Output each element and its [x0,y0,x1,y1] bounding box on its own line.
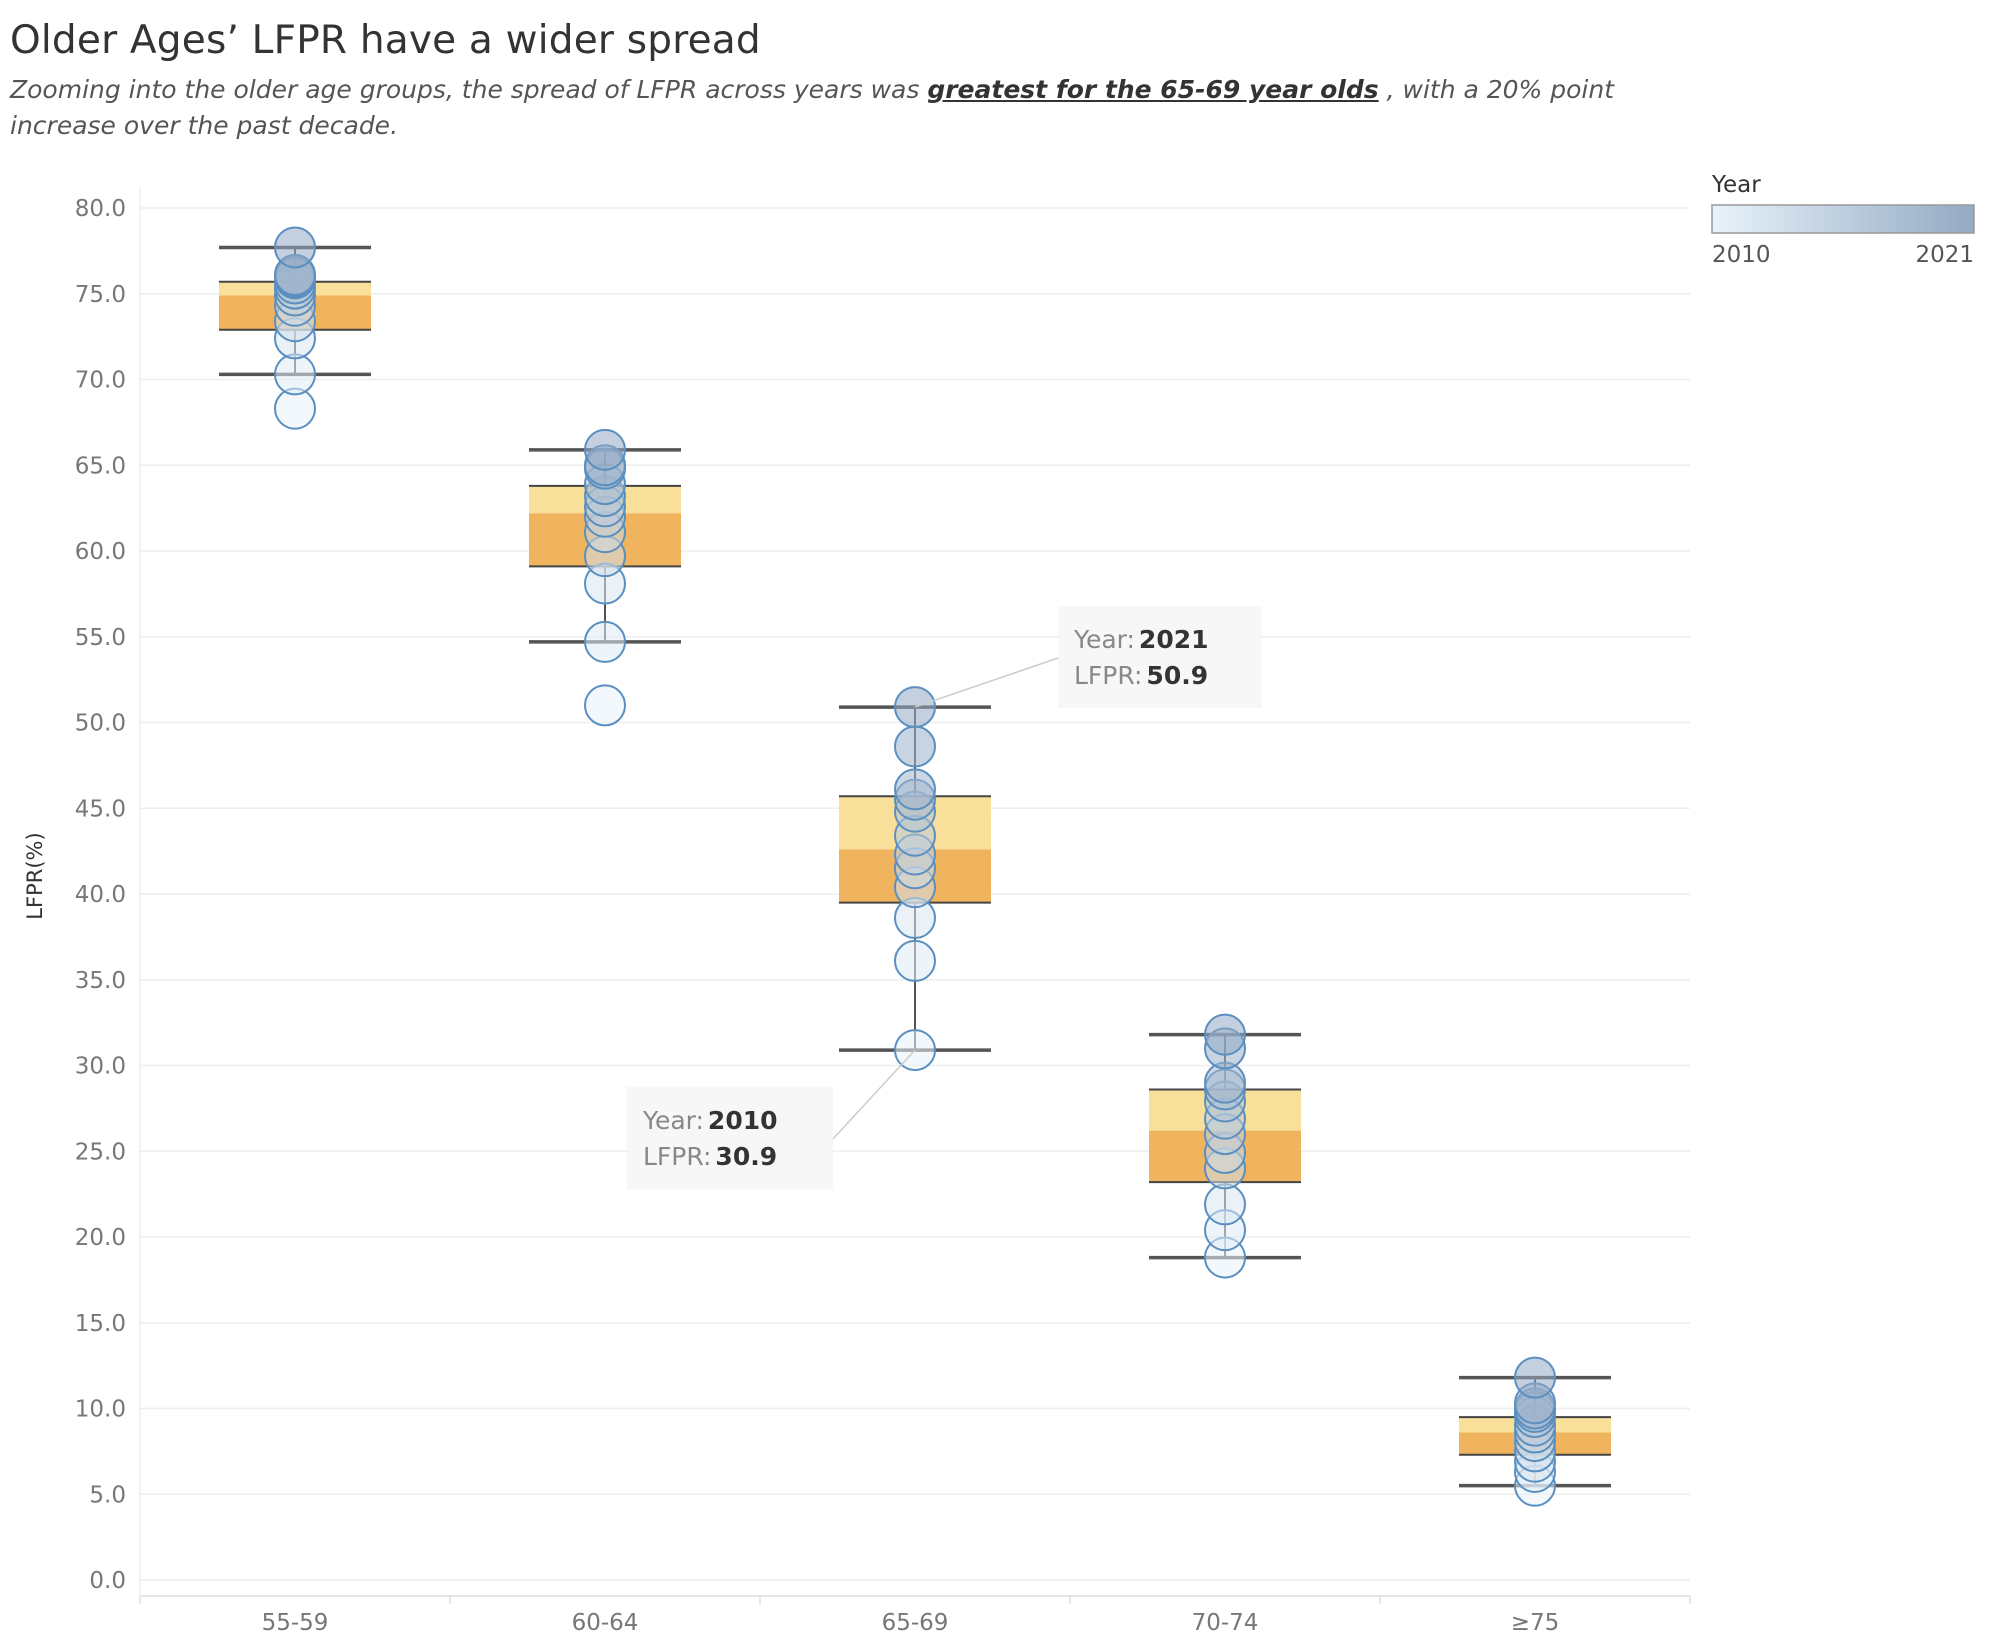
legend-min-label: 2010 [1712,242,1771,268]
annotation-lfpr-key: LFPR: [643,1142,711,1171]
data-point [1204,1183,1246,1226]
y-tick-label: 80.0 [75,196,126,222]
axes: 0.0 5.0 10.0 15.0 20.0 25.0 30.0 35.0 40.0 45.0 50… [75,188,1691,1636]
legend-color-ramp [1711,204,1975,234]
y-tick-label: 15.0 [75,1311,126,1337]
annotation-box [627,1087,833,1189]
y-tick-label: 30.0 [75,1054,126,1080]
y-tick-label: 65.0 [75,453,126,479]
year-legend: Year 2010 2021 [1711,172,1975,268]
chart-title: Older Ages’ LFPR have a wider spread [10,18,761,63]
data-point [894,725,936,768]
data-point [584,684,626,727]
annotation-year-value: 2010 [708,1106,778,1135]
annotation-year-row: Year: 2021 [1073,625,1209,654]
y-tick-label: 50.0 [75,711,126,737]
annotation-leader-line [831,1049,916,1141]
subtitle-highlight: greatest for the 65-69 year olds [927,75,1379,104]
annotation-leader-line [914,657,1059,708]
x-tick-label: 65-69 [882,1610,949,1636]
y-tick-label: 55.0 [75,625,126,651]
annotation-lfpr-value: 30.9 [715,1142,777,1171]
y-tick-label: 60.0 [75,539,126,565]
x-tick-label: ≥75 [1511,1610,1560,1636]
x-tick-label: 70-74 [1192,1610,1259,1636]
y-axis-label: LFPR(%) [23,832,47,919]
subtitle-text-pre: Zooming into the older age groups, the s… [10,75,928,104]
y-tick-label: 0.0 [89,1568,126,1594]
annotation-year-key: Year: [642,1106,704,1135]
data-point [894,768,936,811]
y-tick-label: 40.0 [75,882,126,908]
x-tick-label: 55-59 [262,1610,329,1636]
y-tick-label: 70.0 [75,368,126,394]
data-point [894,939,936,982]
y-tick-label: 75.0 [75,282,126,308]
annotation-year-value: 2021 [1139,625,1209,654]
y-tick-label: 10.0 [75,1397,126,1423]
legend-title: Year [1711,172,1761,198]
legend-max-label: 2021 [1915,242,1974,268]
data-point [584,620,626,663]
subtitle-text-post: , with a 20% point increase over the pas… [10,75,1615,140]
annotation-lfpr-value: 50.9 [1146,661,1208,690]
annotation-box [1058,606,1262,708]
y-tick-label: 20.0 [75,1225,126,1251]
y-tick-label: 5.0 [89,1482,126,1508]
y-tick-label: 25.0 [75,1139,126,1165]
annotation-lfpr-key: LFPR: [1074,661,1142,690]
annotation-year-key: Year: [1073,625,1135,654]
data-point [1204,1013,1246,1056]
data-point [584,428,626,471]
y-tick-label: 45.0 [75,796,126,822]
annotation-year-row: Year: 2010 [642,1106,778,1135]
data-point [274,353,316,396]
annotation-lfpr-row: LFPR: 30.9 [643,1142,777,1171]
annotation-lfpr-row: LFPR: 50.9 [1074,661,1208,690]
data-points [274,226,1556,1507]
chart-subtitle: Zooming into the older age groups, the s… [10,72,1710,144]
data-point [274,226,316,269]
x-tick-label: 60-64 [572,1610,639,1636]
y-tick-label: 35.0 [75,968,126,994]
data-point [1514,1356,1556,1399]
